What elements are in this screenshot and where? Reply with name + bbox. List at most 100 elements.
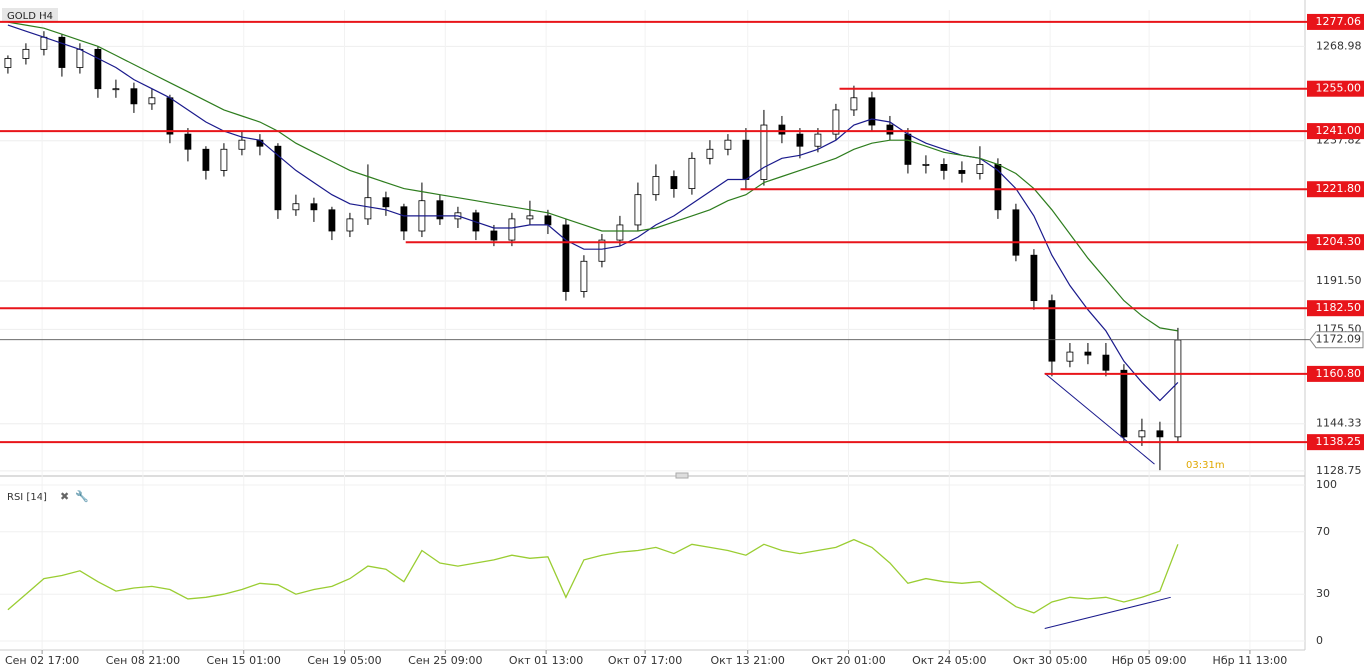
candle-body [274, 145, 282, 211]
candle-body [832, 109, 840, 135]
x-tick-label: Окт 01 13:00 [509, 654, 583, 667]
candle-body [958, 170, 966, 174]
candle-body [112, 88, 120, 91]
candle-body [544, 215, 552, 226]
y-tick-label: 0 [1316, 634, 1323, 647]
x-tick-label: Сен 08 21:00 [106, 654, 180, 667]
candle-body [598, 239, 606, 262]
level-label: 1182.50 [1316, 301, 1362, 314]
candle-body [148, 97, 156, 105]
level-label: 1221.80 [1316, 182, 1362, 195]
level-label-box [1307, 80, 1364, 97]
level-label: 1204.30 [1316, 235, 1362, 248]
candle-body [238, 139, 246, 150]
y-tick-label: 100 [1316, 478, 1337, 491]
candle-body [184, 133, 192, 150]
candle-body [166, 97, 174, 135]
candle-body [652, 176, 660, 196]
x-tick-label: Окт 20 01:00 [811, 654, 885, 667]
level-label-box [1307, 300, 1364, 317]
candle-body [256, 139, 264, 147]
candle-body [724, 139, 732, 150]
close-icon[interactable]: ✖ [60, 490, 69, 503]
x-tick-label: Окт 13 21:00 [711, 654, 785, 667]
candle-body [364, 197, 372, 220]
candle-body [922, 163, 930, 166]
candle-body [1138, 430, 1146, 438]
candle-body [1084, 351, 1092, 356]
x-tick-label: Окт 07 17:00 [608, 654, 682, 667]
x-tick-label: Окт 30 05:00 [1013, 654, 1087, 667]
moving-average [7, 24, 1179, 402]
candle-body [976, 163, 984, 174]
timer: 03:31m [1186, 460, 1225, 471]
pane-handle[interactable] [675, 472, 689, 479]
x-tick-label: Окт 24 05:00 [912, 654, 986, 667]
candle-body [670, 176, 678, 190]
candle-body [796, 133, 804, 147]
candle-body [706, 148, 714, 159]
y-tick-label: 1191.50 [1316, 274, 1362, 287]
candle-body [1012, 209, 1020, 256]
candle-body [1048, 300, 1056, 362]
candle-body [760, 124, 768, 180]
candle-body [400, 206, 408, 232]
candle-body [220, 148, 228, 171]
level-label-box [1307, 123, 1364, 140]
candle-body [40, 36, 48, 50]
chart-title: GOLD H4 [7, 11, 53, 22]
candle-body [4, 58, 12, 68]
candle-body [616, 224, 624, 241]
rsi-trendline [1044, 596, 1171, 630]
x-tick-label: Сен 25 09:00 [408, 654, 482, 667]
x-tick-label: Сен 19 05:00 [307, 654, 381, 667]
candle-body [202, 148, 210, 171]
candle-body [688, 157, 696, 190]
candle-body [130, 88, 138, 105]
candle-body [850, 97, 858, 111]
candle-body [76, 48, 84, 68]
candle-body [562, 224, 570, 292]
candle-body [490, 230, 498, 241]
candle-body [904, 133, 912, 165]
candle-body [580, 260, 588, 292]
candle-body [292, 203, 300, 211]
candle-body [94, 48, 102, 90]
candle-body [886, 124, 894, 135]
candle-body [22, 48, 30, 59]
candle-body [382, 197, 390, 208]
candle-body [778, 124, 786, 135]
candle-body [526, 215, 534, 220]
title-box [2, 8, 58, 22]
candle-body [1120, 369, 1128, 438]
candle-body [1156, 430, 1164, 438]
level-label-box [1307, 181, 1364, 198]
candle-body [346, 218, 354, 232]
level-label-box [1307, 434, 1364, 451]
candle-body [1102, 354, 1110, 371]
candle-body [1066, 351, 1074, 362]
candle-body [742, 139, 750, 180]
x-tick-label: Нбр 11 13:00 [1213, 654, 1288, 667]
x-tick-label: Сен 15 01:00 [207, 654, 281, 667]
candle-body [58, 36, 66, 68]
rsi-line [7, 538, 1179, 614]
level-label-box [1307, 234, 1364, 251]
candle-body [940, 163, 948, 171]
candle-body [508, 218, 516, 241]
moving-average [7, 21, 1178, 332]
settings-icon[interactable]: 🔧 [75, 489, 89, 503]
candle-body [310, 203, 318, 211]
x-tick-label: Нбр 05 09:00 [1112, 654, 1187, 667]
candle-body [814, 133, 822, 147]
level-label: 1138.25 [1316, 435, 1362, 448]
candle-body [868, 97, 876, 126]
indicator-title: RSI [14] [7, 492, 47, 503]
level-label: 1277.06 [1316, 15, 1362, 28]
level-label: 1160.80 [1316, 367, 1362, 380]
candle-body [1030, 254, 1038, 302]
current-price-label: 1172.09 [1316, 333, 1362, 346]
y-tick-label: 30 [1316, 587, 1330, 600]
level-label: 1241.00 [1316, 124, 1362, 137]
